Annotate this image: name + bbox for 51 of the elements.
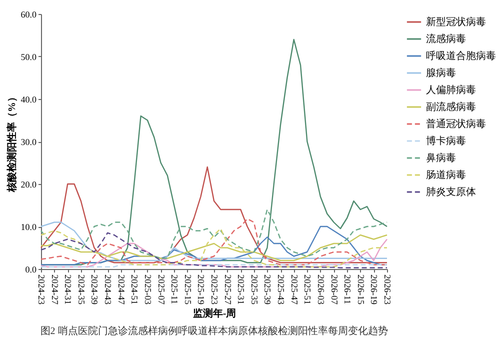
x-tick-label: 2025-31	[236, 274, 246, 304]
x-tick-label: 2026-23	[382, 274, 392, 305]
x-axis-title: 监测年-周	[192, 307, 236, 320]
legend-label: 博卡病毒	[426, 135, 466, 147]
x-tick-label: 2026-15	[356, 274, 366, 305]
x-tick-label: 2025-03	[142, 274, 153, 305]
legend-label: 流感病毒	[426, 33, 466, 45]
x-tick-label: 2025-19	[196, 274, 206, 305]
x-tick-label: 2025-51	[302, 274, 313, 304]
y-tick-label: 50.0	[20, 52, 37, 62]
legend-label: 鼻病毒	[426, 152, 456, 164]
y-tick-label: 40.0	[20, 94, 37, 104]
x-tick-label: 2024-43	[103, 274, 114, 305]
x-tick-label: 2025-27	[222, 274, 233, 305]
x-tick-label: 2024-23	[36, 274, 46, 305]
x-tick-label: 2025-11	[170, 274, 180, 304]
x-tick-label: 2024-35	[76, 274, 86, 305]
x-tick-label: 2026-03	[316, 274, 326, 305]
y-tick-label: 0.0	[25, 264, 37, 274]
x-tick-label: 2025-47	[289, 274, 300, 305]
x-tick-label: 2024-31	[63, 274, 74, 304]
legend-label: 普通冠状病毒	[426, 118, 486, 130]
x-tick-label: 2024-47	[116, 274, 126, 305]
x-tick-label: 2024-39	[90, 274, 100, 305]
x-tick-label: 2025-07	[156, 274, 166, 305]
x-tick-label: 2024-27	[50, 274, 60, 305]
x-tick-label: 2026-19	[369, 274, 380, 305]
x-tick-label: 2026-11	[342, 274, 353, 304]
y-tick-label: 60.0	[20, 10, 37, 20]
line-series	[40, 208, 388, 259]
x-tick-label: 2025-15	[182, 274, 193, 305]
line-series	[40, 166, 388, 264]
x-tick-label: 2026-07	[329, 274, 340, 305]
y-tick-label: 10.0	[20, 222, 37, 232]
x-tick-label: 2024-51	[130, 274, 140, 304]
legend-label: 新型冠状病毒	[426, 16, 486, 28]
caption: 图2 哨点医院门急诊流感样病例呼吸道样本病原体核酸检测阳性率每周变化趋势	[40, 324, 388, 337]
x-tick-label: 2025-35	[249, 274, 260, 305]
x-tick-label: 2025-43	[276, 274, 286, 305]
y-tick-label: 30.0	[20, 137, 37, 147]
legend-label: 肠道病毒	[426, 169, 466, 181]
line-series	[40, 234, 388, 262]
y-axis-title: 核酸检测阳性率（%）	[6, 92, 18, 193]
legend-label: 呼吸道合胞病毒	[426, 50, 496, 62]
legend-label: 副流感病毒	[426, 101, 476, 113]
legend-label: 腺病毒	[426, 67, 456, 79]
x-tick-label: 2025-39	[262, 274, 273, 305]
legend-label: 人偏肺病毒	[426, 84, 476, 96]
y-tick-label: 20.0	[20, 180, 37, 190]
x-tick-label: 2025-23	[210, 274, 220, 305]
legend-label: 肺炎支原体	[426, 186, 476, 198]
